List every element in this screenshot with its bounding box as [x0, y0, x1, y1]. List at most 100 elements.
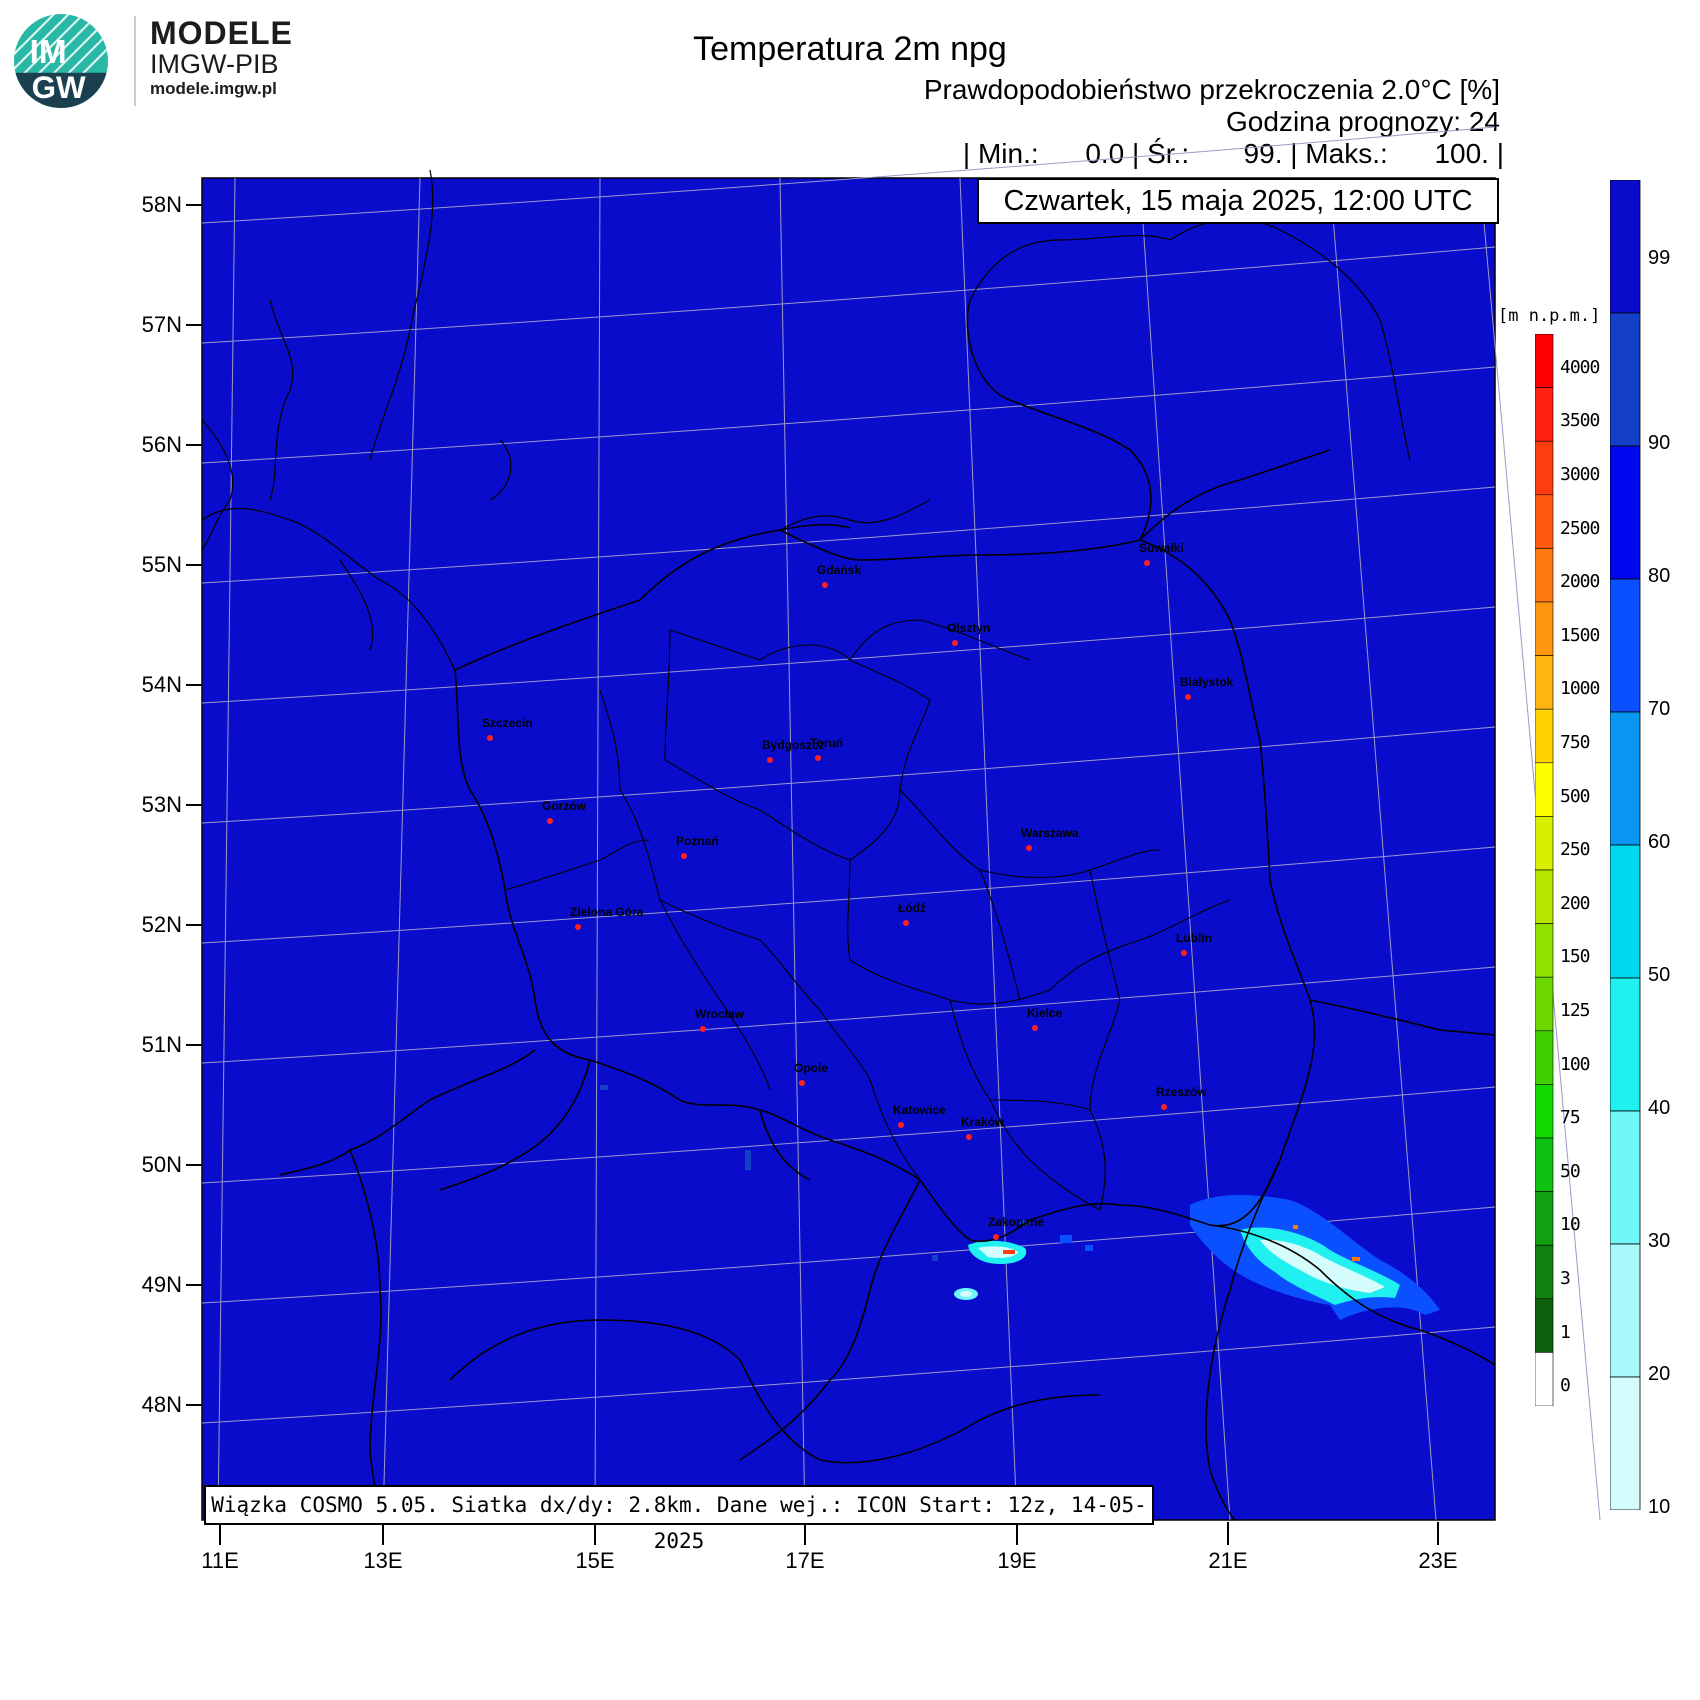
- city-label: Lublin: [1176, 931, 1212, 945]
- city-label: Łódź: [898, 901, 926, 915]
- prob-bar-segment: [1610, 844, 1641, 979]
- height-label: 125: [1560, 1000, 1590, 1021]
- lon-label: 23E: [1418, 1548, 1458, 1573]
- probability-colorbar: [1610, 180, 1641, 1510]
- prob-bar-segment: [1610, 445, 1641, 580]
- lat-label: 51N: [141, 1032, 182, 1057]
- city-dot: [903, 920, 909, 926]
- city-dot: [1144, 560, 1150, 566]
- map-title: Temperatura 2m npg: [693, 30, 1007, 68]
- city-dot: [767, 757, 773, 763]
- city-markers: [487, 560, 1191, 1240]
- city-label: Olsztyn: [947, 621, 991, 635]
- height-bar-segment: [1535, 869, 1554, 924]
- lon-grid-line: [959, 177, 1018, 1521]
- lat-grid-line: [201, 246, 1496, 344]
- city-dot: [681, 853, 687, 859]
- height-scale-unit: [m n.p.m.]: [1498, 306, 1601, 326]
- prob-bar-segment: [1610, 977, 1641, 1112]
- prob-label: 70: [1648, 698, 1671, 720]
- city-label: Zakopane: [988, 1215, 1045, 1229]
- prob-bar-segment: [1610, 578, 1641, 713]
- height-label: 150: [1560, 946, 1590, 968]
- lat-label: 52N: [141, 912, 182, 937]
- lat-grid-line: [201, 486, 1496, 584]
- height-label: 500: [1560, 785, 1590, 807]
- height-colorbar: [1535, 334, 1554, 1406]
- height-bar-segment: [1535, 1298, 1554, 1353]
- height-label: 1000: [1560, 678, 1600, 700]
- lon-grid-line: [382, 177, 421, 1521]
- height-bar-segment: [1535, 387, 1554, 442]
- height-label: 75: [1560, 1107, 1581, 1129]
- city-dot: [487, 735, 493, 741]
- prob-bar-segment: [1610, 180, 1641, 314]
- model-info: Wiązka COSMO 5.05. Siatka dx/dy: 2.8km. …: [204, 1485, 1154, 1553]
- city-dot: [547, 818, 553, 824]
- prob-label: 99: [1648, 246, 1671, 269]
- lon-grid-line: [779, 177, 806, 1521]
- brand-url[interactable]: modele.imgw.pl: [150, 79, 277, 98]
- brand-name: MODELE: [150, 15, 293, 51]
- height-bar-segment: [1535, 1137, 1554, 1192]
- height-label: 750: [1560, 732, 1590, 753]
- map-subtitle: Prawdopodobieństwo przekroczenia 2.0°C […: [923, 74, 1500, 105]
- height-label: 200: [1560, 892, 1590, 914]
- lon-label: 13E: [363, 1548, 403, 1573]
- city-label: Opole: [794, 1061, 829, 1075]
- city-dot: [1161, 1104, 1167, 1110]
- lat-grid-line: [201, 726, 1496, 824]
- city-dot: [700, 1026, 706, 1032]
- height-bar-segment: [1535, 1030, 1554, 1085]
- lon-label: 17E: [785, 1548, 825, 1573]
- height-bar-segment: [1535, 1352, 1554, 1406]
- height-bar-segment: [1535, 816, 1554, 871]
- lon-grid-line: [1139, 177, 1231, 1521]
- prob-label: 20: [1648, 1363, 1671, 1385]
- city-dot: [1026, 845, 1032, 851]
- lon-grid-line: [594, 177, 601, 1521]
- lat-grid-line: [201, 366, 1496, 464]
- height-bar-segment: [1535, 762, 1554, 817]
- city-dot: [1185, 694, 1191, 700]
- prob-bar-segment: [1610, 1376, 1641, 1510]
- height-label: 2000: [1560, 571, 1600, 593]
- height-bar-segment: [1535, 923, 1554, 978]
- lat-label: 48N: [141, 1392, 182, 1417]
- city-dot: [1181, 950, 1187, 956]
- region-borders: [504, 619, 1231, 1211]
- height-label: 3000: [1560, 464, 1600, 485]
- lat-grid-line: [201, 126, 1496, 224]
- city-dot: [993, 1234, 999, 1240]
- lon-grid-line: [217, 177, 236, 1521]
- height-bar-segment: [1535, 1191, 1554, 1246]
- lon-label: 21E: [1208, 1548, 1248, 1573]
- city-label: Wrocław: [695, 1007, 745, 1021]
- height-bar-segment: [1535, 708, 1554, 764]
- city-dot: [1032, 1025, 1038, 1031]
- city-label: Kielce: [1027, 1006, 1063, 1020]
- height-bar-segment: [1535, 334, 1554, 388]
- height-bar-segment: [1535, 976, 1554, 1032]
- city-dot: [952, 640, 958, 646]
- height-label: 2500: [1560, 517, 1600, 539]
- height-label: 3: [1560, 1268, 1571, 1289]
- lon-label: 15E: [575, 1548, 615, 1573]
- prob-bar-segment: [1610, 1243, 1641, 1378]
- city-label: Bydgoszcz: [762, 738, 825, 752]
- lat-grid-line: [201, 1326, 1496, 1424]
- lat-label: 57N: [141, 312, 182, 337]
- city-label: Kraków: [961, 1115, 1005, 1129]
- height-label: 250: [1560, 839, 1590, 861]
- brand-block: MODELE IMGW-PIB modele.imgw.pl: [134, 16, 320, 106]
- city-dot: [575, 924, 581, 930]
- lat-label: 58N: [141, 192, 182, 217]
- height-bar-segment: [1535, 1244, 1554, 1300]
- city-dot: [815, 755, 821, 761]
- lat-label: 50N: [141, 1152, 182, 1177]
- city-dot: [966, 1134, 972, 1140]
- prob-label: 10: [1648, 1496, 1671, 1518]
- city-label: Białystok: [1180, 675, 1234, 689]
